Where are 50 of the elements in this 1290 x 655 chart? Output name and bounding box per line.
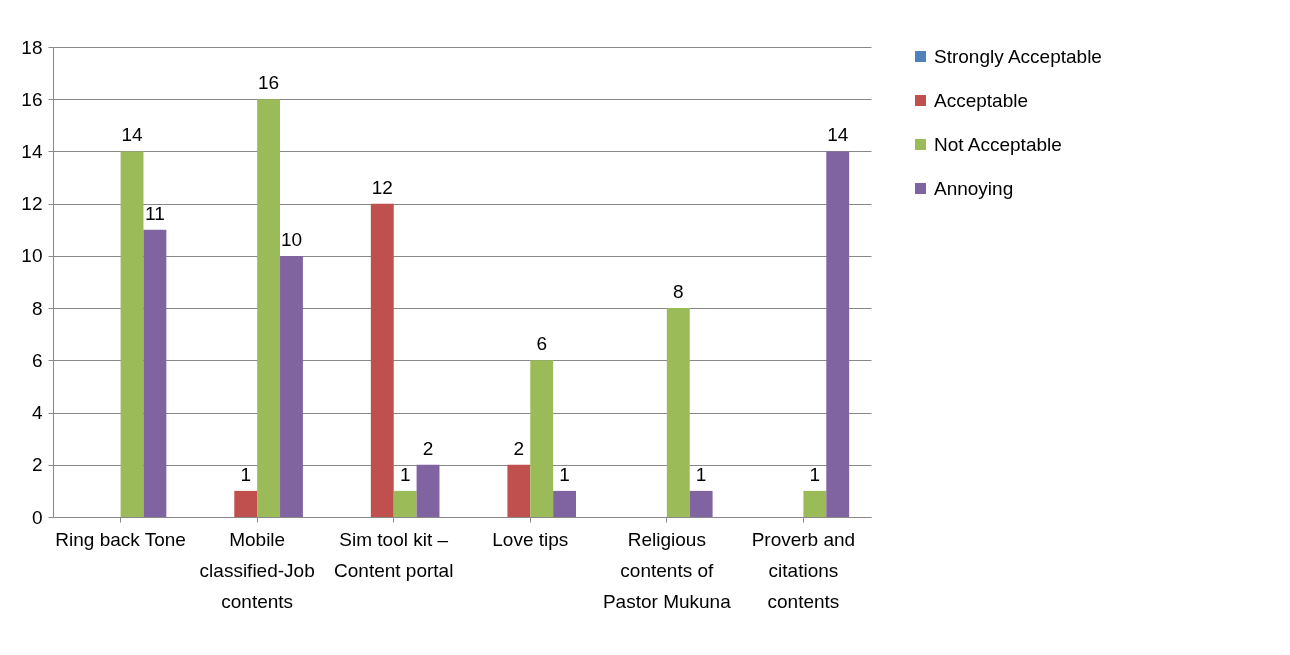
x-tick-label: Proverb and citations contents xyxy=(751,528,856,612)
bar xyxy=(553,490,577,517)
data-label: 14 xyxy=(827,124,849,146)
y-tick-label: 10 xyxy=(21,245,43,267)
bar xyxy=(689,490,713,517)
bar xyxy=(257,99,281,517)
bar xyxy=(120,151,144,517)
bar xyxy=(416,464,440,517)
bar xyxy=(803,490,827,517)
bar xyxy=(826,151,850,517)
y-tick-label: 14 xyxy=(21,140,43,162)
x-tick-label: Religious contents of Pastor Mukuna xyxy=(602,528,732,612)
bar xyxy=(234,490,258,517)
data-label: 2 xyxy=(513,437,525,459)
bar xyxy=(507,464,531,517)
x-tick-label: Love tips xyxy=(492,528,569,550)
data-label: 6 xyxy=(536,333,548,355)
y-tick-label: 16 xyxy=(21,88,43,110)
x-tick-label: Mobile classified-Job contents xyxy=(199,528,315,612)
bar xyxy=(666,308,690,517)
data-label: 12 xyxy=(371,176,393,198)
data-label: 1 xyxy=(809,463,821,485)
data-label: 10 xyxy=(280,228,303,250)
data-label: 1 xyxy=(559,463,570,485)
bar xyxy=(280,255,303,517)
bar xyxy=(530,360,554,517)
bar xyxy=(143,229,167,517)
data-label: 16 xyxy=(258,72,280,94)
x-tick-label: Sim tool kit – Content portal xyxy=(334,528,454,581)
data-label: 1 xyxy=(695,463,707,485)
x-tick-label: Ring back Tone xyxy=(55,528,186,550)
y-tick-label: 0 xyxy=(31,506,43,528)
legend-label: Strongly Acceptable xyxy=(934,45,1102,67)
data-label: 1 xyxy=(240,463,252,485)
y-tick-label: 12 xyxy=(21,193,43,215)
bar xyxy=(370,203,394,517)
data-label: 11 xyxy=(145,202,165,224)
legend-label: Annoying xyxy=(934,177,1014,199)
legend-label: Acceptable xyxy=(934,89,1029,111)
y-tick-label: 6 xyxy=(31,349,43,371)
bar xyxy=(393,490,417,517)
y-tick-label: 8 xyxy=(31,297,43,319)
data-label: 2 xyxy=(422,437,434,459)
data-label: 1 xyxy=(399,463,411,485)
y-tick-label: 18 xyxy=(21,36,43,58)
data-label: 8 xyxy=(672,281,684,303)
data-label: 14 xyxy=(121,124,144,146)
y-tick-label: 2 xyxy=(31,454,43,476)
legend-label: Not Acceptable xyxy=(934,133,1062,155)
y-tick-label: 4 xyxy=(31,402,43,424)
